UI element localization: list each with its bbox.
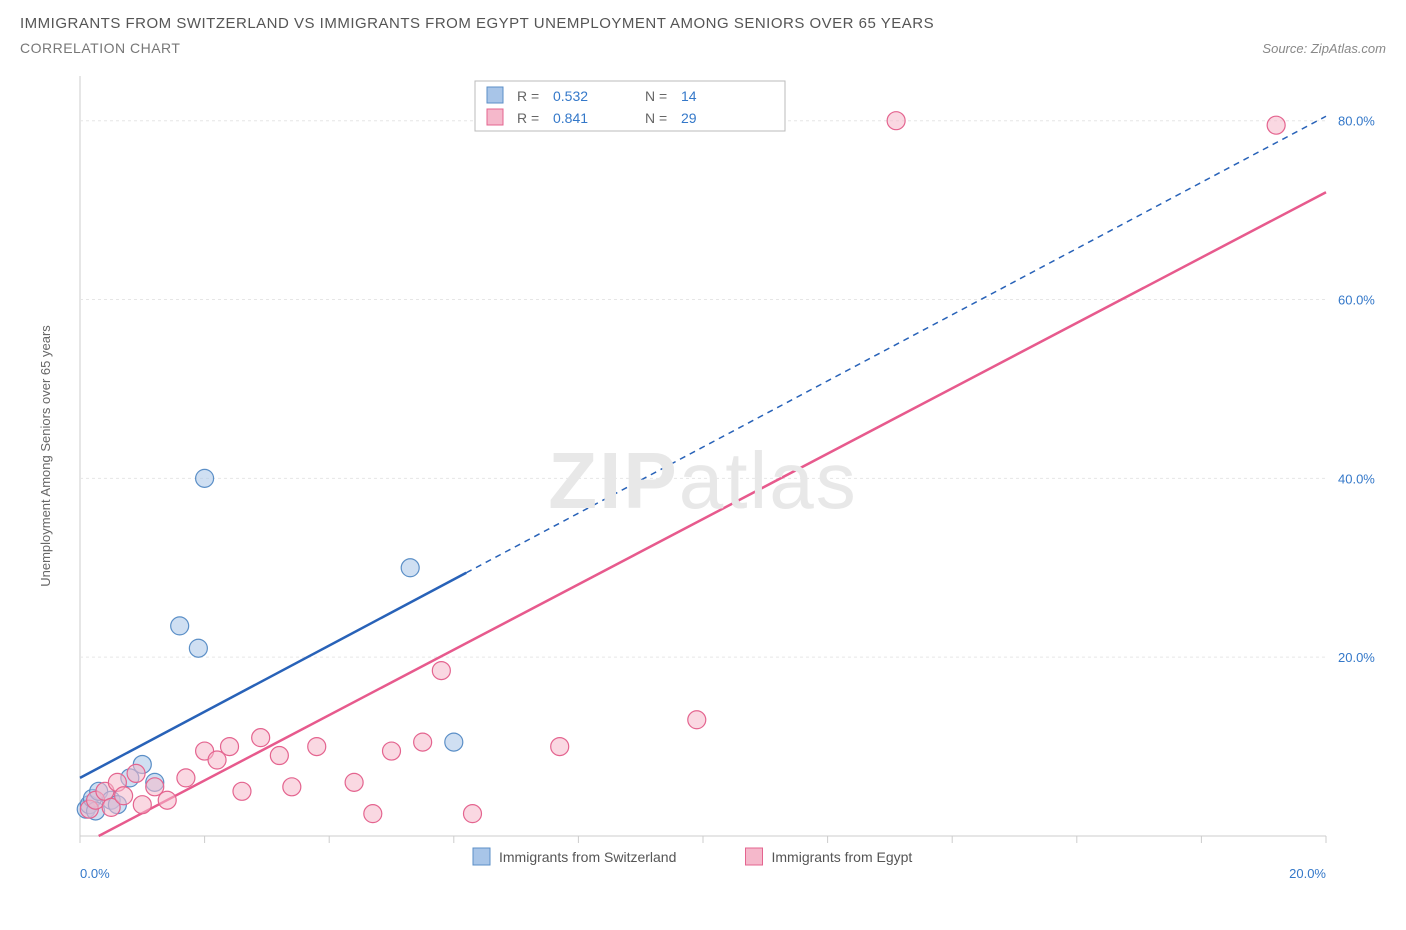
x-tick-label: 0.0%: [80, 866, 110, 881]
data-point-egypt: [887, 112, 905, 130]
y-tick-label: 60.0%: [1338, 293, 1375, 308]
data-point-egypt: [1267, 116, 1285, 134]
data-point-egypt: [383, 742, 401, 760]
data-point-egypt: [283, 778, 301, 796]
stats-r-value: 0.841: [553, 110, 588, 126]
legend-label-egypt: Immigrants from Egypt: [772, 849, 913, 865]
trend-line-egypt: [99, 192, 1326, 836]
trend-line-switzerland: [80, 573, 466, 778]
data-point-egypt: [177, 769, 195, 787]
data-point-switzerland: [401, 559, 419, 577]
data-point-switzerland: [196, 469, 214, 487]
source-label: Source:: [1262, 41, 1307, 56]
legend-swatch-egypt: [746, 848, 763, 865]
trend-line-switzerland-dashed: [466, 116, 1326, 573]
stats-r-value: 0.532: [553, 88, 588, 104]
data-point-egypt: [432, 662, 450, 680]
y-tick-label: 80.0%: [1338, 114, 1375, 129]
data-point-switzerland: [445, 733, 463, 751]
data-point-egypt: [551, 738, 569, 756]
stats-swatch-egypt: [487, 109, 503, 125]
data-point-switzerland: [189, 639, 207, 657]
y-axis-label: Unemployment Among Seniors over 65 years: [38, 325, 53, 587]
y-tick-label: 20.0%: [1338, 650, 1375, 665]
data-point-egypt: [115, 787, 133, 805]
chart-subtitle: CORRELATION CHART: [20, 40, 180, 56]
data-point-egypt: [233, 782, 251, 800]
x-tick-label: 20.0%: [1289, 866, 1326, 881]
data-point-egypt: [308, 738, 326, 756]
correlation-chart: ZIPatlas 20.0%40.0%60.0%80.0%0.0%20.0%Un…: [20, 66, 1386, 896]
subtitle-row: CORRELATION CHART Source: ZipAtlas.com: [20, 40, 1386, 56]
stats-n-label: N =: [645, 88, 667, 104]
data-point-egypt: [270, 747, 288, 765]
chart-title: IMMIGRANTS FROM SWITZERLAND VS IMMIGRANT…: [20, 15, 1386, 32]
stats-n-value: 29: [681, 110, 697, 126]
data-point-egypt: [252, 729, 270, 747]
legend-swatch-switzerland: [473, 848, 490, 865]
source-name: ZipAtlas.com: [1311, 41, 1386, 56]
data-point-switzerland: [171, 617, 189, 635]
data-point-egypt: [345, 773, 363, 791]
stats-n-label: N =: [645, 110, 667, 126]
data-point-egypt: [463, 805, 481, 823]
data-point-egypt: [414, 733, 432, 751]
data-point-egypt: [133, 796, 151, 814]
data-point-egypt: [127, 764, 145, 782]
stats-r-label: R =: [517, 110, 539, 126]
data-point-egypt: [364, 805, 382, 823]
stats-n-value: 14: [681, 88, 697, 104]
source-attribution: Source: ZipAtlas.com: [1262, 41, 1386, 56]
stats-swatch-switzerland: [487, 87, 503, 103]
stats-r-label: R =: [517, 88, 539, 104]
data-point-egypt: [688, 711, 706, 729]
chart-svg: 20.0% 40.0% 60.0% 80.0% 0.0% 20.0% Unemploymen…: [20, 66, 1386, 896]
y-tick-label: 40.0%: [1338, 471, 1375, 486]
legend-label-switzerland: Immigrants from Switzerland: [499, 849, 676, 865]
data-point-egypt: [158, 791, 176, 809]
data-point-egypt: [221, 738, 239, 756]
